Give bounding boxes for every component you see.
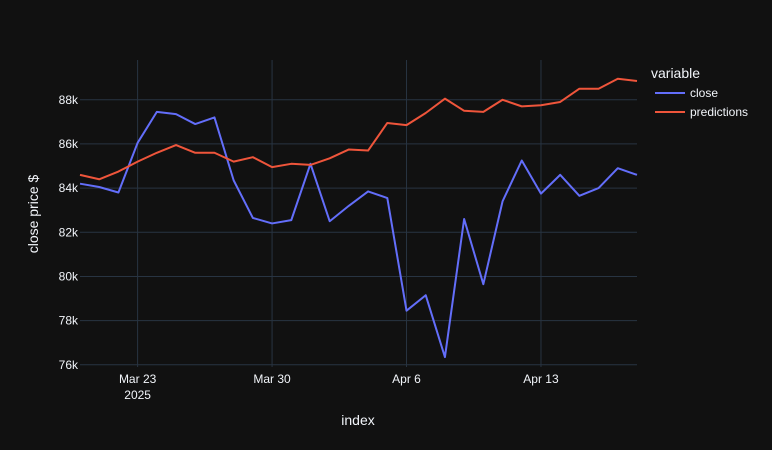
series-line-predictions[interactable] xyxy=(79,77,638,181)
legend-label: close xyxy=(690,86,718,100)
grid xyxy=(80,60,637,367)
series-lines xyxy=(79,77,638,359)
series-line-close[interactable] xyxy=(79,110,638,359)
y-tick-label: 86k xyxy=(59,137,79,151)
legend-title: variable xyxy=(651,65,700,81)
legend[interactable]: variable close predictions xyxy=(651,65,748,119)
y-tick-label: 82k xyxy=(59,225,79,239)
y-tick-label: 84k xyxy=(59,181,79,195)
y-axis-title: close price $ xyxy=(25,174,41,253)
legend-item-close[interactable]: close xyxy=(655,86,718,100)
y-tick-label: 80k xyxy=(59,269,79,283)
x-tick-label: Apr 6 xyxy=(392,372,421,386)
y-axis-ticks: 76k 78k 80k 82k 84k 86k 88k xyxy=(59,93,79,372)
x-axis-ticks: Mar 23 2025 Mar 30 Apr 6 Apr 13 xyxy=(119,372,559,402)
y-tick-label: 76k xyxy=(59,358,79,372)
x-axis-title: index xyxy=(341,412,374,428)
x-tick-sublabel: 2025 xyxy=(124,388,151,402)
y-tick-label: 88k xyxy=(59,93,79,107)
x-tick-label: Mar 30 xyxy=(253,372,291,386)
x-tick-label: Apr 13 xyxy=(523,372,559,386)
y-tick-label: 78k xyxy=(59,314,79,328)
legend-label: predictions xyxy=(690,105,748,119)
x-tick-label: Mar 23 xyxy=(119,372,157,386)
legend-item-predictions[interactable]: predictions xyxy=(655,105,748,119)
